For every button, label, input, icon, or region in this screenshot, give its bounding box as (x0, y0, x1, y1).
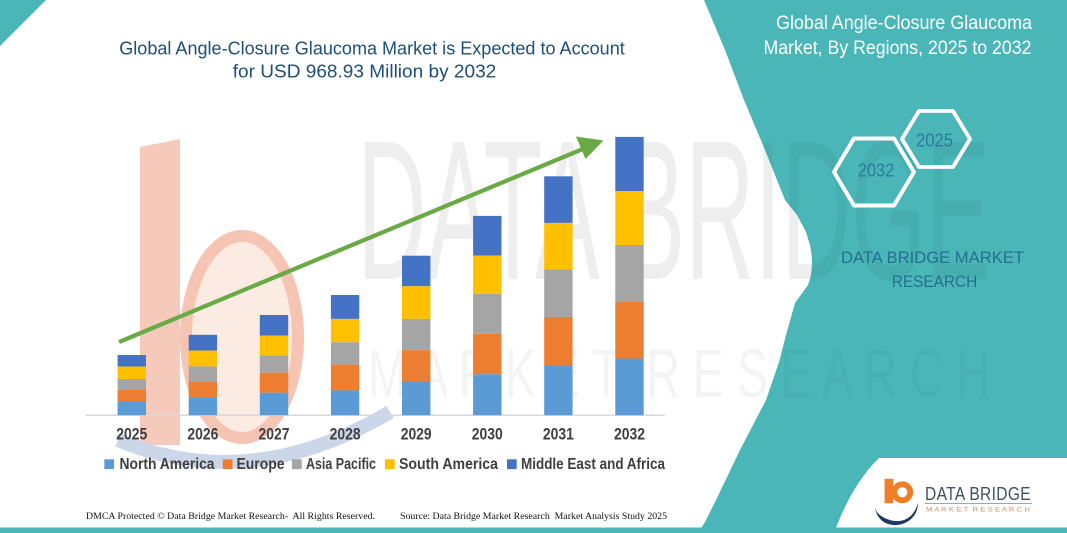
svg-text:Global Angle-Closure Glaucoma: Global Angle-Closure Glaucoma Market is … (119, 39, 625, 59)
svg-text:2032: 2032 (614, 425, 645, 444)
svg-text:2025: 2025 (116, 425, 147, 444)
svg-text:DATA BRIDGE: DATA BRIDGE (925, 484, 1031, 504)
svg-text:2029: 2029 (401, 425, 432, 444)
svg-text:2032: 2032 (858, 160, 895, 181)
svg-text:RESEARCH: RESEARCH (892, 272, 978, 291)
svg-text:Europe: Europe (237, 456, 285, 473)
svg-text:DMCA Protected © Data Bridge M: DMCA Protected © Data Bridge Market Rese… (86, 511, 375, 522)
svg-text:South America: South America (399, 456, 498, 473)
svg-text:2027: 2027 (259, 425, 290, 444)
svg-text:Global Angle-Closure Glaucoma: Global Angle-Closure Glaucoma (776, 13, 1032, 34)
svg-text:Middle East and Africa: Middle East and Africa (521, 456, 665, 473)
svg-text:2028: 2028 (330, 425, 361, 444)
svg-text:2030: 2030 (472, 425, 503, 444)
svg-text:Market, By Regions, 2025 to 20: Market, By Regions, 2025 to 2032 (764, 38, 1032, 59)
svg-text:Asia Pacific: Asia Pacific (306, 456, 376, 473)
svg-text:2025: 2025 (916, 130, 953, 151)
svg-text:M A R K E T R E S E A R C H: M A R K E T R E S E A R C H (926, 507, 1030, 514)
svg-text:DATA BRIDGE MARKET: DATA BRIDGE MARKET (841, 248, 1024, 267)
svg-text:2026: 2026 (187, 425, 218, 444)
svg-text:North America: North America (120, 456, 215, 473)
svg-text:for USD 968.93 Million by 2032: for USD 968.93 Million by 2032 (233, 62, 497, 82)
svg-text:Source: Data Bridge Market Res: Source: Data Bridge Market Research Mark… (400, 511, 667, 522)
svg-text:2031: 2031 (543, 425, 574, 444)
